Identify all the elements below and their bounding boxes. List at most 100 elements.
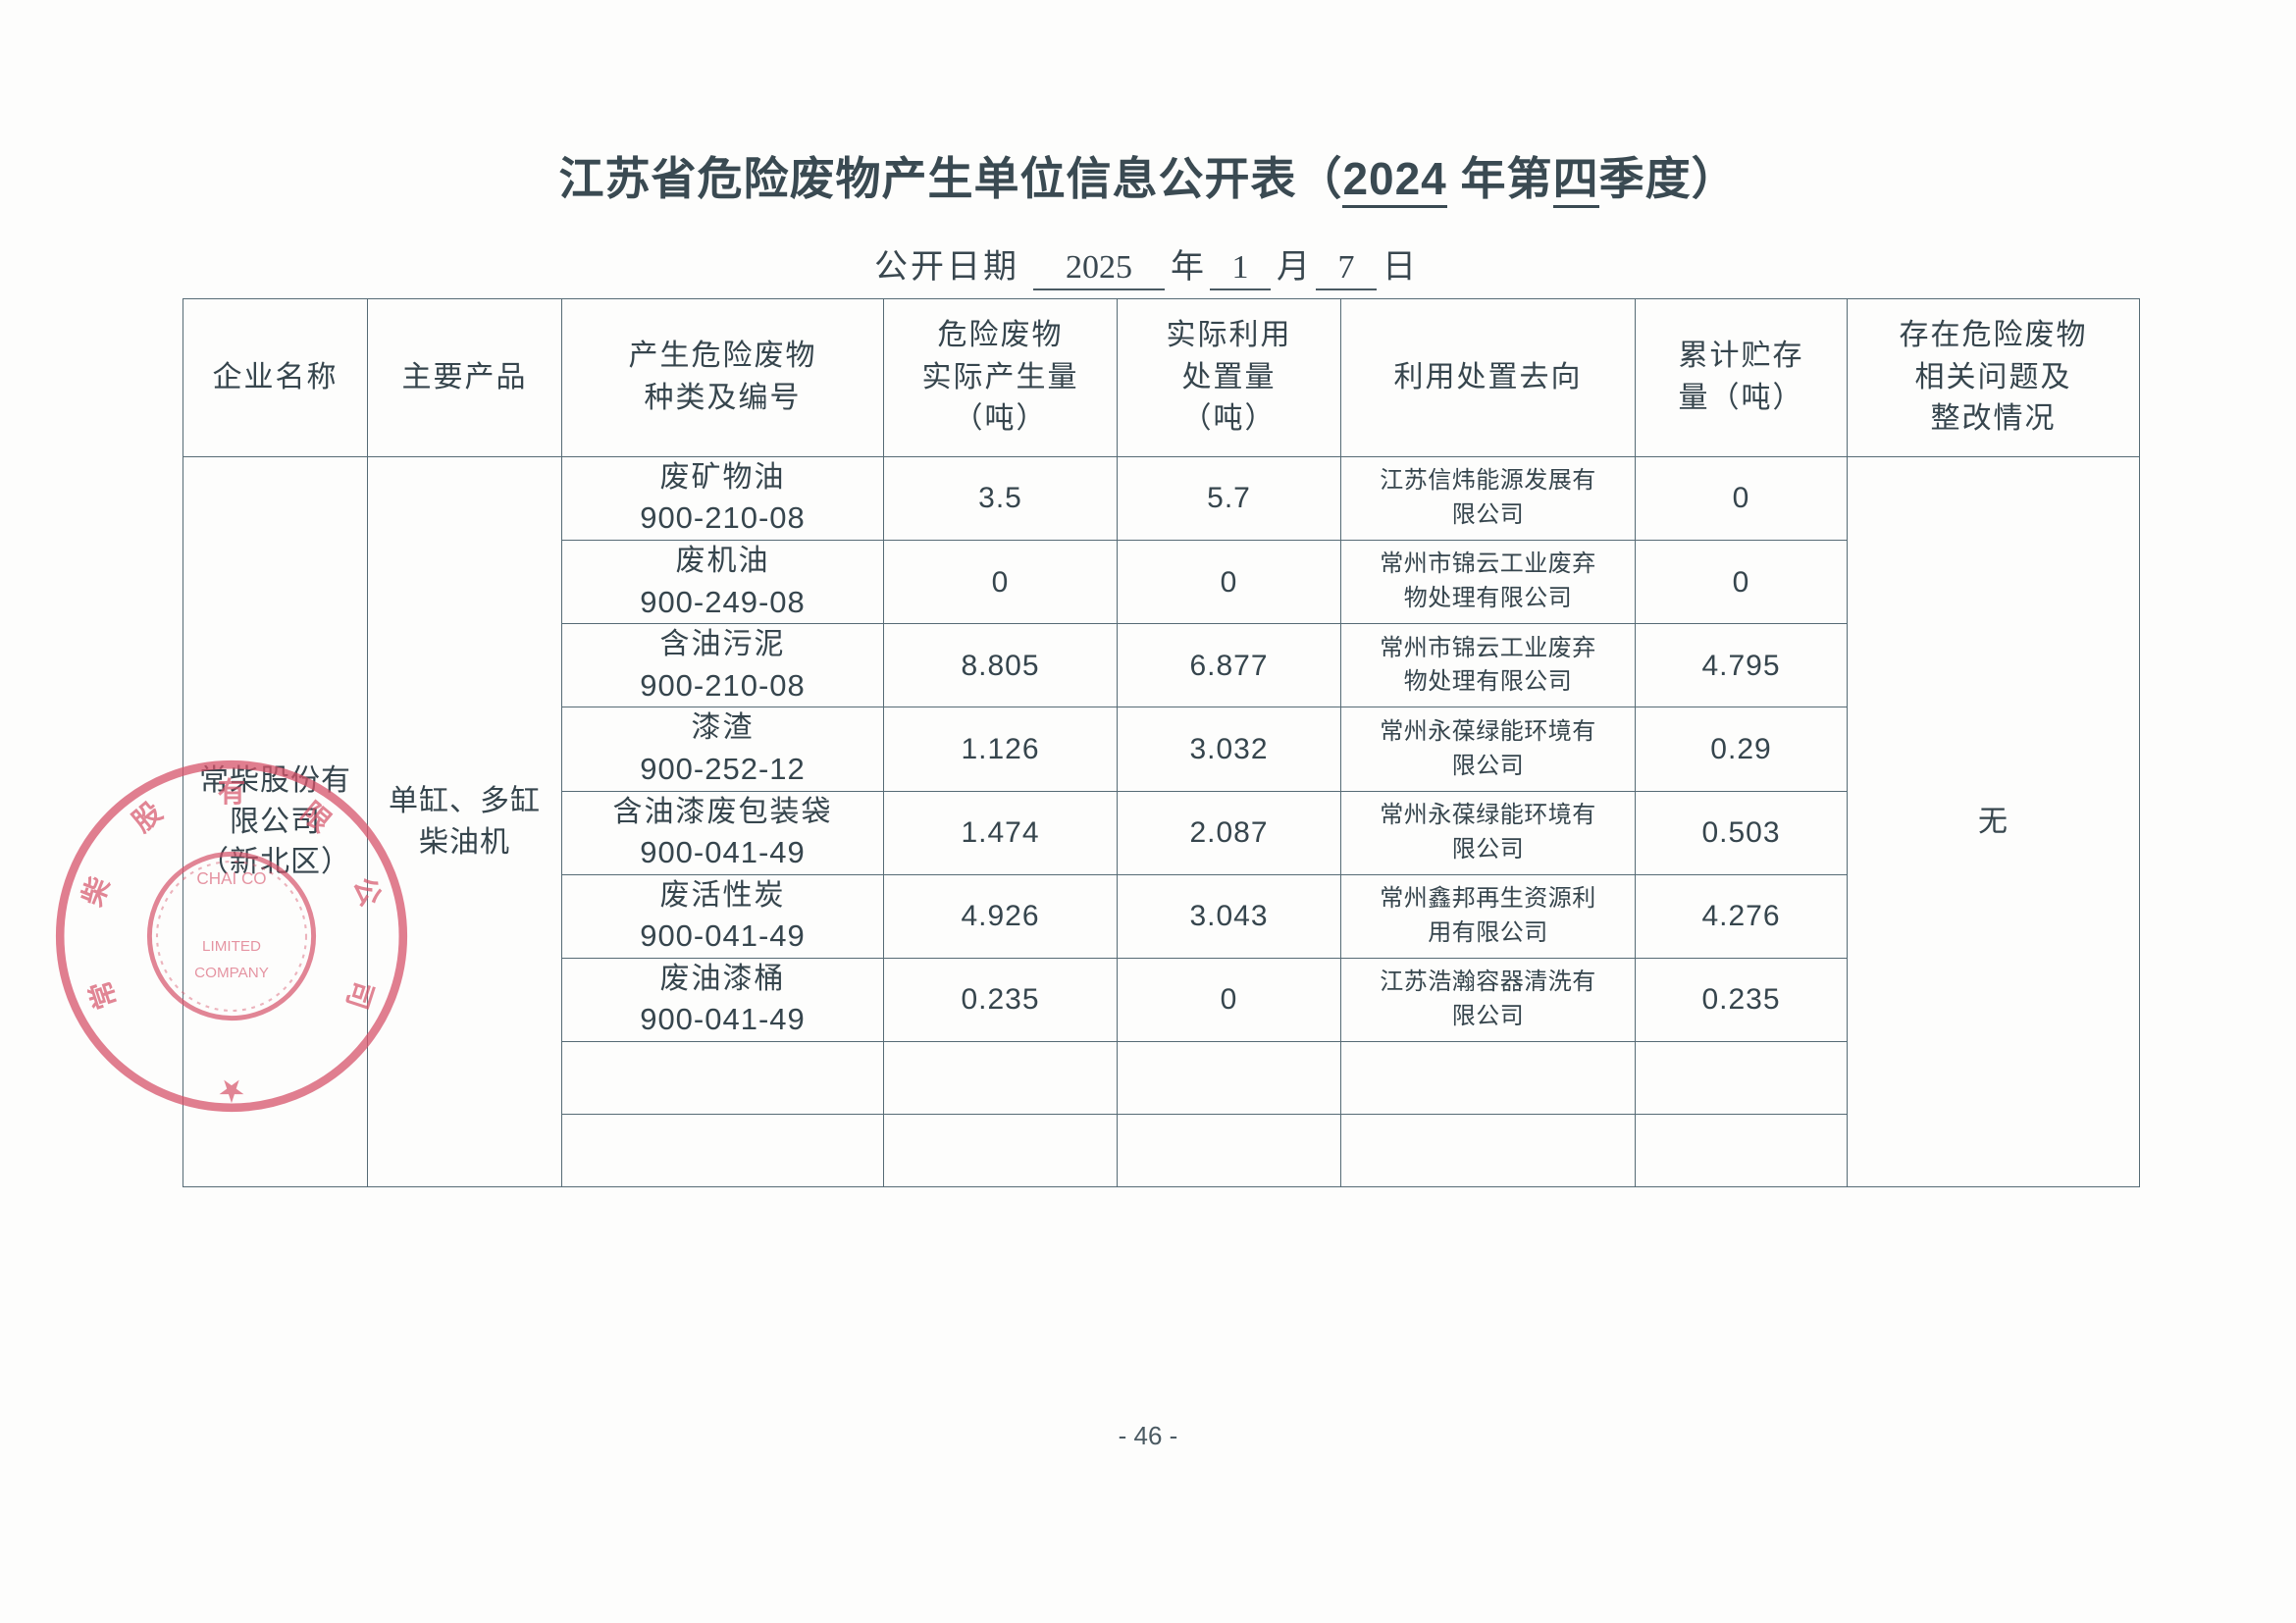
cell-destination-empty xyxy=(1340,1114,1636,1188)
header-waste-line-1: 产生危险废物 xyxy=(628,340,817,373)
table-body: 常柴股份有 限公司 （新北区） 单缸、多缸 柴油机 废矿物油 900-210-0… xyxy=(183,455,2140,1188)
product-line-2: 柴油机 xyxy=(419,825,510,859)
destination-line-2: 用有限公司 xyxy=(1428,919,1548,946)
publish-date-line: 公开日期 2025 年 1 月 7 日 xyxy=(0,239,2296,290)
cell-destination: 常州永葆绿能环境有 限公司 xyxy=(1340,707,1636,792)
destination-line-2: 物处理有限公司 xyxy=(1403,586,1573,612)
cell-storage-amount: 0.503 xyxy=(1635,790,1848,875)
destination-line-1: 常州市锦云工业废弃 xyxy=(1380,635,1596,661)
destination-line-1: 常州永葆绿能环境有 xyxy=(1380,802,1596,828)
header-waste-line-2: 种类及编号 xyxy=(644,382,802,414)
cell-produced-amount: 4.926 xyxy=(883,873,1118,959)
cell-waste-type: 漆渣 900-252-12 xyxy=(561,707,884,792)
header-produced-line-1: 危险废物 xyxy=(937,319,1064,352)
cell-storage-amount: 4.795 xyxy=(1635,623,1848,708)
header-company-line-1: 企业名称 xyxy=(212,360,339,393)
cell-disposed-amount-empty xyxy=(1117,1114,1341,1188)
header-destination-line-1: 利用处置去向 xyxy=(1393,360,1583,393)
cell-destination: 常州永葆绿能环境有 限公司 xyxy=(1340,790,1636,875)
destination-line-1: 常州永葆绿能环境有 xyxy=(1380,718,1596,745)
table-row: 废机油 900-249-08 0 0 常州市锦云工业废弃 物处理有限公司 0 xyxy=(183,540,2140,625)
cell-disposed-amount: 0 xyxy=(1117,540,1341,625)
header-storage-line-1: 累计贮存 xyxy=(1678,340,1804,373)
cell-disposed-amount: 3.032 xyxy=(1117,707,1341,792)
cell-disposed-amount: 2.087 xyxy=(1117,790,1341,875)
product-line-1: 单缸、多缸 xyxy=(389,785,541,818)
header-destination: 利用处置去向 xyxy=(1340,298,1636,457)
destination-line-1: 常州市锦云工业废弃 xyxy=(1380,551,1596,578)
header-disposed-line-2: 处置量 xyxy=(1181,360,1277,393)
table-row: 含油漆废包装袋 900-041-49 1.474 2.087 常州永葆绿能环境有… xyxy=(183,790,2140,875)
waste-name: 含油漆废包装袋 xyxy=(612,795,833,828)
month-unit: 月 xyxy=(1277,249,1310,286)
header-produced-line-2: 实际产生量 xyxy=(921,360,1079,393)
table-row: 废油漆桶 900-041-49 0.235 0 江苏浩瀚容器清洗有 限公司 0.… xyxy=(183,957,2140,1043)
cell-disposed-amount: 6.877 xyxy=(1117,623,1341,708)
cell-produced-amount-empty xyxy=(883,1114,1118,1188)
header-produced-line-3: （吨） xyxy=(953,402,1048,436)
svg-text:股: 股 xyxy=(128,797,169,838)
header-issues-line-1: 存在危险废物 xyxy=(1899,319,2088,352)
cell-waste-type-empty xyxy=(561,1041,884,1116)
destination-line-2: 限公司 xyxy=(1451,836,1525,863)
publish-year-value: 2025 xyxy=(1033,249,1165,290)
table-row-empty xyxy=(183,1041,2140,1116)
table-row: 含油污泥 900-210-08 8.805 6.877 常州市锦云工业废弃 物处… xyxy=(183,623,2140,708)
cell-destination: 江苏信炜能源发展有 限公司 xyxy=(1340,455,1636,542)
title-prefix: 江苏省危险废物产生单位信息公开表（ xyxy=(558,153,1343,204)
cell-main-product: 单缸、多缸 柴油机 xyxy=(367,455,562,1188)
waste-name: 废活性炭 xyxy=(659,878,786,912)
header-disposed-line-1: 实际利用 xyxy=(1166,319,1292,352)
destination-line-2: 限公司 xyxy=(1451,1004,1525,1030)
header-issues: 存在危险废物 相关问题及 整改情况 xyxy=(1847,298,2140,457)
svg-text:常: 常 xyxy=(84,976,123,1013)
cell-waste-type: 废活性炭 900-041-49 xyxy=(561,873,884,959)
cell-destination: 常州市锦云工业废弃 物处理有限公司 xyxy=(1340,623,1636,708)
title-mid: 年第 xyxy=(1446,153,1553,204)
cell-storage-amount-empty xyxy=(1635,1041,1848,1116)
waste-disclosure-table: 企业名称 主要产品 产生危险废物 种类及编号 危险废物 实际产生量 （吨） xyxy=(183,298,2140,1188)
table-row: 废活性炭 900-041-49 4.926 3.043 常州鑫邦再生资源利 用有… xyxy=(183,873,2140,959)
page-title: 江苏省危险废物产生单位信息公开表（2024 年第四季度） xyxy=(0,143,2296,208)
cell-produced-amount: 0 xyxy=(883,540,1118,625)
header-product: 主要产品 xyxy=(367,298,562,457)
table-row: 漆渣 900-252-12 1.126 3.032 常州永葆绿能环境有 限公司 … xyxy=(183,707,2140,792)
cell-waste-type: 废矿物油 900-210-08 xyxy=(561,455,884,542)
title-year: 2024 xyxy=(1342,153,1447,208)
day-unit: 日 xyxy=(1383,249,1416,286)
svg-text:柴: 柴 xyxy=(77,872,117,911)
waste-name: 废机油 xyxy=(675,545,770,578)
cell-disposed-amount: 3.043 xyxy=(1117,873,1341,959)
destination-line-2: 限公司 xyxy=(1451,753,1525,779)
page-number: - 46 - xyxy=(1118,1421,1178,1450)
title-suffix: 季度） xyxy=(1598,153,1738,204)
waste-name: 含油污泥 xyxy=(659,628,786,661)
cell-destination: 江苏浩瀚容器清洗有 限公司 xyxy=(1340,957,1636,1043)
cell-storage-amount: 0.29 xyxy=(1635,707,1848,792)
waste-code: 900-210-08 xyxy=(640,667,806,703)
header-disposed-line-3: （吨） xyxy=(1181,402,1277,436)
cell-storage-amount-empty xyxy=(1635,1114,1848,1188)
waste-disclosure-table-wrapper: 有 股 限 柴 公 常 司 ★ CHAI CO LIMITED COMPANY xyxy=(55,298,2140,1188)
cell-produced-amount: 8.805 xyxy=(883,623,1118,708)
waste-name: 废矿物油 xyxy=(659,461,786,494)
table-header-row: 企业名称 主要产品 产生危险废物 种类及编号 危险废物 实际产生量 （吨） xyxy=(183,298,2140,457)
header-issues-line-3: 整改情况 xyxy=(1930,402,2057,436)
cell-waste-type: 含油污泥 900-210-08 xyxy=(561,623,884,708)
company-name-line-3: （新北区） xyxy=(199,846,351,879)
cell-produced-amount-empty xyxy=(883,1041,1118,1116)
destination-line-2: 物处理有限公司 xyxy=(1403,669,1573,696)
cell-destination-empty xyxy=(1340,1041,1636,1116)
header-product-line-1: 主要产品 xyxy=(401,360,528,393)
waste-code: 900-041-49 xyxy=(640,1002,806,1037)
cell-disposed-amount: 5.7 xyxy=(1117,455,1341,542)
waste-code: 900-252-12 xyxy=(640,751,806,786)
header-company: 企业名称 xyxy=(183,298,368,457)
cell-disposed-amount-empty xyxy=(1117,1041,1341,1116)
cell-waste-type-empty xyxy=(561,1114,884,1188)
cell-issues: 无 xyxy=(1847,455,2140,1188)
header-produced-amount: 危险废物 实际产生量 （吨） xyxy=(883,298,1118,457)
cell-produced-amount: 3.5 xyxy=(883,455,1118,542)
waste-name: 漆渣 xyxy=(691,711,755,745)
destination-line-1: 常州鑫邦再生资源利 xyxy=(1380,886,1596,913)
